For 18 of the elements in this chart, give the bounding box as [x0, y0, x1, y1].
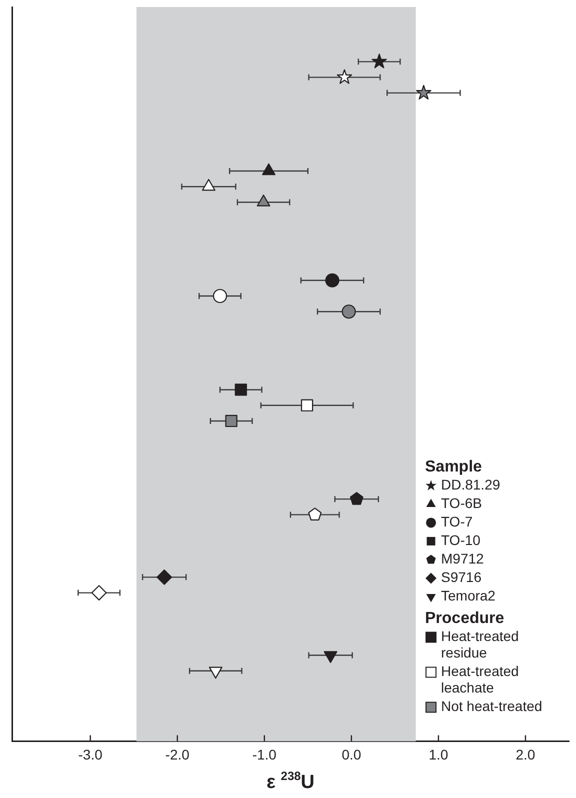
annotation: Not heat-treated: [441, 698, 542, 714]
annotation: Heat-treated leachate: [441, 663, 519, 696]
x-tick-label: 1.0: [428, 746, 448, 762]
legend-title: Sample: [425, 458, 482, 476]
x-tick-label: -3.0: [78, 746, 103, 762]
legend-label: DD.81.29: [441, 476, 500, 493]
legend-label: TO-6B: [441, 495, 482, 512]
annotation: Heat-treated residue: [441, 628, 519, 661]
annotation: Procedure: [425, 610, 504, 628]
legend-label: Temora2: [441, 588, 496, 604]
legend-label: S9716: [441, 569, 482, 586]
legend-label: TO-7: [441, 514, 473, 530]
legend-label: M9712: [441, 550, 484, 567]
x-tick-label: -2.0: [165, 746, 190, 762]
x-tick-label: 0.0: [342, 746, 362, 762]
x-tick-label: 2.0: [516, 746, 536, 762]
x-tick-label: -1.0: [252, 746, 277, 762]
legend-label: TO-10: [441, 532, 481, 548]
